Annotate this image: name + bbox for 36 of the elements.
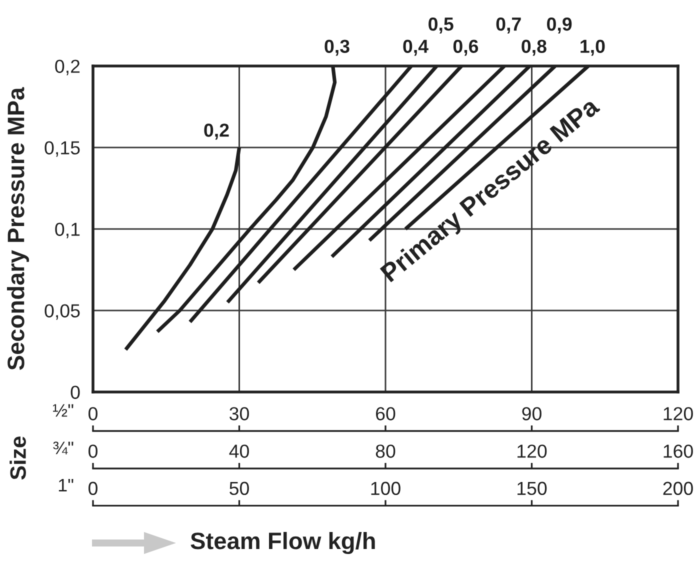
series-label: 0,5: [428, 17, 454, 34]
x2-tick-label: 160: [664, 444, 693, 458]
x-tick-label: 0: [88, 407, 98, 420]
text: 150: [518, 482, 547, 496]
series-label: 0,2: [204, 124, 229, 140]
line-series: [124, 146, 242, 352]
y-tick-label: 0,2: [55, 60, 80, 76]
series-label: 0,8: [522, 40, 546, 56]
series-label: 1,0: [580, 40, 605, 56]
series-label: 0,6: [453, 40, 478, 56]
text: 100: [371, 482, 400, 496]
text: 200: [663, 482, 693, 496]
y-tick-label: 0: [70, 386, 80, 399]
x-tick-label: 120: [664, 407, 693, 420]
x2-tick-label: 0: [88, 444, 98, 458]
x-tick-label: 60: [376, 407, 396, 420]
y-axis-title: Secondary Pressure MPa: [6, 87, 29, 370]
x2-axis-title: ¾": [53, 442, 74, 454]
series-label: 0,3: [324, 40, 350, 56]
y-tick-label: 0,1: [55, 222, 80, 238]
text: 0: [88, 482, 98, 496]
series-label: 0,7: [496, 17, 521, 34]
x-tick-label: 30: [230, 407, 249, 420]
y-tick-label: 0,15: [44, 141, 80, 157]
text: 1": [58, 478, 74, 492]
x2-tick-label: 120: [518, 444, 547, 458]
x-tick-label: 90: [522, 407, 542, 420]
text: Size: [10, 436, 26, 480]
text: 50: [230, 482, 249, 496]
x-axis-title: ½": [53, 404, 74, 417]
series-label: 0,4: [403, 40, 428, 56]
text: Steam Flow kg/h: [190, 532, 375, 554]
series-label: 0,9: [547, 17, 572, 34]
y-tick-label: 0,05: [44, 304, 80, 320]
x2-tick-label: 40: [229, 444, 249, 458]
x2-tick-label: 80: [376, 444, 396, 458]
